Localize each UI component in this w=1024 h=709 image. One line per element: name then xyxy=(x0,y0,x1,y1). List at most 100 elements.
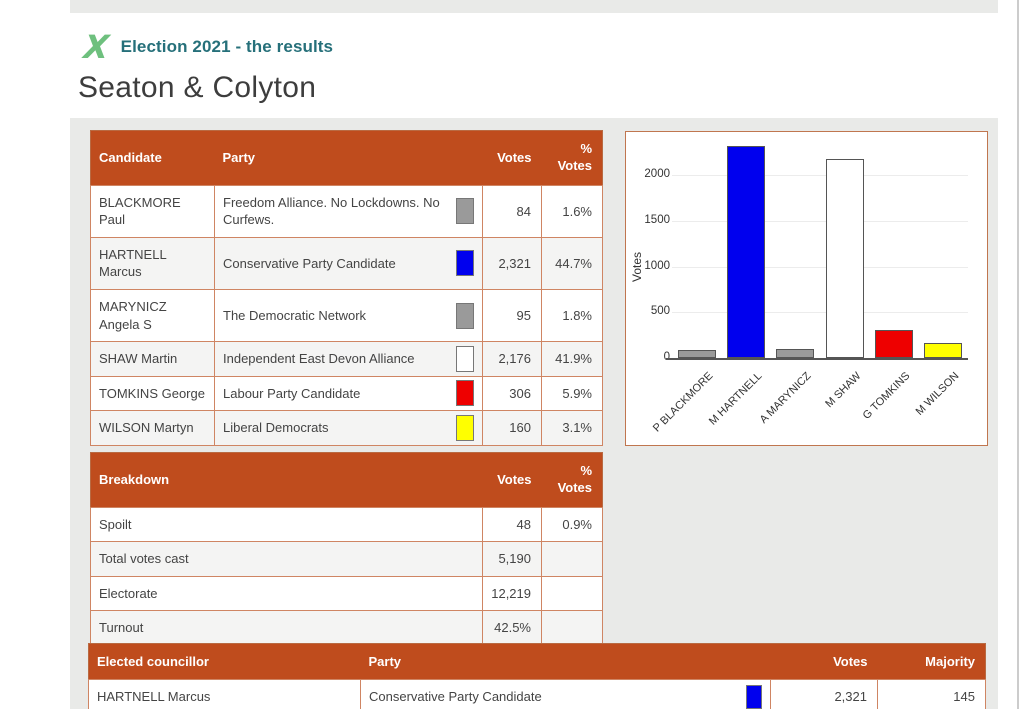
pct-votes-cell: 41.9% xyxy=(541,341,603,377)
gridline-500 xyxy=(672,312,968,314)
pct-header-top: % xyxy=(580,141,592,156)
ward-title: Seaton & Colyton xyxy=(78,71,317,104)
pct-header-bottom: Votes xyxy=(557,157,592,173)
party-name: The Democratic Network xyxy=(223,307,367,323)
elected-header-party: Party xyxy=(360,643,771,680)
party-cell: Liberal Democrats xyxy=(214,410,483,446)
elected-votes-cell: 2,321 xyxy=(770,679,878,709)
top-strip xyxy=(70,0,998,13)
gridline-1500 xyxy=(672,220,968,222)
breakdown-pct-cell xyxy=(541,541,603,577)
party-name: Independent East Devon Alliance xyxy=(223,351,415,367)
x-axis-line xyxy=(666,358,968,360)
elected-header-votes: Votes xyxy=(770,643,878,680)
party-color-swatch xyxy=(456,345,474,372)
breakdown-header-votes: Votes xyxy=(482,452,542,508)
ballot-x-logo-icon: X xyxy=(82,28,111,66)
party-color-swatch xyxy=(456,198,474,225)
breakdown-label-cell: Turnout xyxy=(90,610,483,646)
breakdown-label-cell: Electorate xyxy=(90,575,483,612)
elected-majority-cell: 145 xyxy=(877,679,986,709)
party-name: Conservative Party Candidate xyxy=(369,689,542,704)
elected-header-majority: Majority xyxy=(877,643,986,680)
breakdown-label-cell: Total votes cast xyxy=(90,541,483,577)
votes-cell: 2,176 xyxy=(482,341,542,377)
bar-m-wilson xyxy=(924,343,962,358)
elected-header-row: Elected councillor Party Votes Majority xyxy=(88,643,986,680)
bar-m-hartnell xyxy=(727,146,765,358)
pct-votes-cell: 3.1% xyxy=(541,410,603,446)
results-row: WILSON Martyn Liberal Democrats 160 3.1% xyxy=(90,410,603,446)
votes-cell: 306 xyxy=(482,375,542,412)
party-name: Liberal Democrats xyxy=(223,420,329,436)
party-color-swatch xyxy=(746,684,762,709)
votes-cell: 160 xyxy=(482,410,542,446)
votes-bar-chart: 0 500 1000 1500 2000 Votes P BLACKMORE M HARTNE… xyxy=(625,131,988,446)
brand-row: X Election 2021 - the results xyxy=(82,28,334,66)
breakdown-header-row: Breakdown Votes % Votes xyxy=(90,452,603,508)
results-row: SHAW Martin Independent East Devon Allian… xyxy=(90,341,603,377)
pct-header-top: % xyxy=(580,463,592,478)
elected-row: HARTNELL Marcus Conservative Party Candid… xyxy=(88,679,986,709)
votes-cell: 84 xyxy=(482,184,542,238)
breakdown-row: Spoilt 48 0.9% xyxy=(90,506,603,543)
results-content: Candidate Party Votes % Votes BLACKMORE … xyxy=(70,118,998,709)
party-color-swatch xyxy=(456,302,474,329)
y-tick-label: 500 xyxy=(650,305,670,318)
party-cell: Labour Party Candidate xyxy=(214,375,483,412)
pct-header-bottom: Votes xyxy=(557,479,592,495)
results-row: BLACKMORE Paul Freedom Alliance. No Lockd… xyxy=(90,184,603,238)
breakdown-row: Total votes cast 5,190 xyxy=(90,541,603,577)
party-color-swatch xyxy=(456,414,474,441)
breakdown-label-cell: Spoilt xyxy=(90,506,483,543)
pct-votes-cell: 1.8% xyxy=(541,288,603,343)
party-color-swatch xyxy=(456,250,474,277)
y-tick-label: 1500 xyxy=(644,213,670,226)
breakdown-pct-cell: 0.9% xyxy=(541,506,603,543)
party-cell: The Democratic Network xyxy=(214,288,483,343)
candidate-cell: MARYNICZ Angela S xyxy=(90,288,215,343)
party-name: Conservative Party Candidate xyxy=(223,255,396,271)
candidate-cell: SHAW Martin xyxy=(90,341,215,377)
breakdown-row: Turnout 42.5% xyxy=(90,610,603,646)
results-header-votes: Votes xyxy=(482,130,542,186)
pct-votes-cell: 5.9% xyxy=(541,375,603,412)
header-band: X Election 2021 - the results Seaton & C… xyxy=(70,13,998,118)
elected-name-cell: HARTNELL Marcus xyxy=(88,679,361,709)
breakdown-votes-cell: 48 xyxy=(482,506,542,543)
gridline-2000 xyxy=(672,175,968,176)
y-tick-label: 2000 xyxy=(644,168,670,180)
page-eyebrow: Election 2021 - the results xyxy=(120,37,334,56)
scrollbar-track[interactable] xyxy=(1017,0,1019,709)
breakdown-votes-cell: 5,190 xyxy=(482,541,542,577)
bar-a-marynicz xyxy=(776,349,814,358)
breakdown-votes-cell: 12,219 xyxy=(482,575,542,612)
votes-cell: 2,321 xyxy=(482,236,542,290)
gridline-1000 xyxy=(672,266,968,268)
bar-g-tomkins xyxy=(875,330,913,358)
party-cell: Freedom Alliance. No Lockdowns. No Curfe… xyxy=(214,184,483,238)
breakdown-pct-cell xyxy=(541,610,603,646)
breakdown-table: Breakdown Votes % Votes Spoilt 48 0.9% Tota… xyxy=(90,452,603,646)
results-header-pct-votes: % Votes xyxy=(541,130,603,186)
elected-councillor-table: Elected councillor Party Votes Majority … xyxy=(88,643,986,709)
candidate-cell: BLACKMORE Paul xyxy=(90,184,215,238)
results-header-candidate: Candidate xyxy=(90,130,215,186)
y-tick-label: 1000 xyxy=(644,259,670,272)
bar-m-shaw xyxy=(826,159,864,358)
breakdown-pct-cell xyxy=(541,575,603,612)
results-header-row: Candidate Party Votes % Votes xyxy=(90,130,603,186)
elected-header-name: Elected councillor xyxy=(88,643,361,680)
party-name: Freedom Alliance. No Lockdowns. No Curfe… xyxy=(223,194,440,228)
breakdown-header-label: Breakdown xyxy=(90,452,483,508)
pct-votes-cell: 44.7% xyxy=(541,236,603,290)
results-row: TOMKINS George Labour Party Candidate 306 5… xyxy=(90,375,603,412)
candidate-cell: WILSON Martyn xyxy=(90,410,215,446)
y-tick-label: 0 xyxy=(663,351,670,363)
candidate-cell: HARTNELL Marcus xyxy=(90,236,215,290)
party-cell: Independent East Devon Alliance xyxy=(214,341,483,377)
y-axis-title: Votes xyxy=(630,251,644,283)
party-name: Labour Party Candidate xyxy=(223,385,361,401)
results-header-party: Party xyxy=(214,130,483,186)
